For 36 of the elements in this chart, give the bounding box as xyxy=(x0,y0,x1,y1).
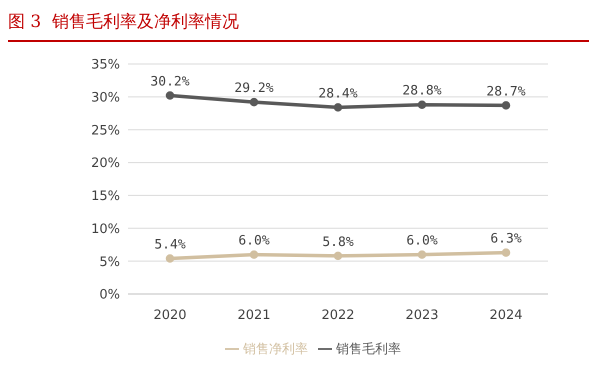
legend-label: 销售毛利率 xyxy=(336,342,401,357)
data-label: 28.7% xyxy=(486,84,526,100)
point xyxy=(250,98,258,106)
y-tick-label: 20% xyxy=(91,156,120,172)
point xyxy=(502,101,510,110)
y-tick-label: 5% xyxy=(99,254,120,270)
point xyxy=(250,250,258,259)
data-label: 29.2% xyxy=(234,81,274,96)
x-tick-label: 2023 xyxy=(405,308,439,324)
y-tick-label: 10% xyxy=(91,222,120,237)
y-tick-label: 30% xyxy=(91,90,120,106)
y-tick-label: 25% xyxy=(91,123,120,138)
data-label: 28.4% xyxy=(318,86,358,102)
data-label: 5.4% xyxy=(154,238,186,253)
legend-label: 销售净利率 xyxy=(243,342,308,357)
point xyxy=(418,100,426,109)
point xyxy=(418,250,426,259)
x-tick-label: 2022 xyxy=(321,308,355,324)
data-label: 28.8% xyxy=(402,84,442,99)
point xyxy=(334,252,342,260)
data-label: 6.3% xyxy=(490,232,522,247)
data-label: 5.8% xyxy=(322,234,354,250)
data-label: 6.0% xyxy=(406,234,438,249)
data-label: 30.2% xyxy=(150,74,190,90)
x-tick-label: 2020 xyxy=(153,308,187,324)
y-tick-label: 0% xyxy=(99,288,120,303)
chart-title: 图 3 销售毛利率及净利率情况 xyxy=(8,11,240,33)
data-label: 6.0% xyxy=(238,234,270,249)
y-tick-label: 35% xyxy=(91,58,120,73)
point xyxy=(334,103,342,112)
point xyxy=(166,254,174,263)
y-tick-label: 15% xyxy=(91,189,120,204)
point xyxy=(166,91,174,100)
x-tick-label: 2024 xyxy=(489,308,523,324)
x-tick-label: 2021 xyxy=(237,308,271,324)
point xyxy=(502,248,510,257)
